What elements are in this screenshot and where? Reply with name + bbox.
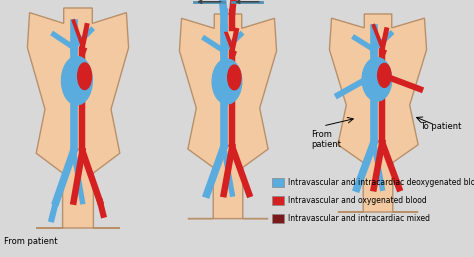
Polygon shape <box>180 14 276 219</box>
Polygon shape <box>27 8 128 228</box>
Ellipse shape <box>378 63 391 87</box>
Text: From patient: From patient <box>4 237 57 246</box>
Text: Intravascular and oxygenated blood: Intravascular and oxygenated blood <box>288 196 427 205</box>
Ellipse shape <box>62 56 92 105</box>
Text: To patient: To patient <box>420 122 461 131</box>
Ellipse shape <box>362 58 392 101</box>
Ellipse shape <box>228 65 241 90</box>
Text: Intravascular and intracardiac deoxygenated blood: Intravascular and intracardiac deoxygena… <box>288 178 474 187</box>
Polygon shape <box>329 14 427 212</box>
Text: From
patient: From patient <box>311 130 341 149</box>
FancyBboxPatch shape <box>272 196 284 205</box>
Ellipse shape <box>78 63 91 89</box>
FancyBboxPatch shape <box>272 214 284 223</box>
Ellipse shape <box>212 59 242 104</box>
Text: Intravascular and intracardiac mixed: Intravascular and intracardiac mixed <box>288 214 430 223</box>
FancyBboxPatch shape <box>272 178 284 187</box>
